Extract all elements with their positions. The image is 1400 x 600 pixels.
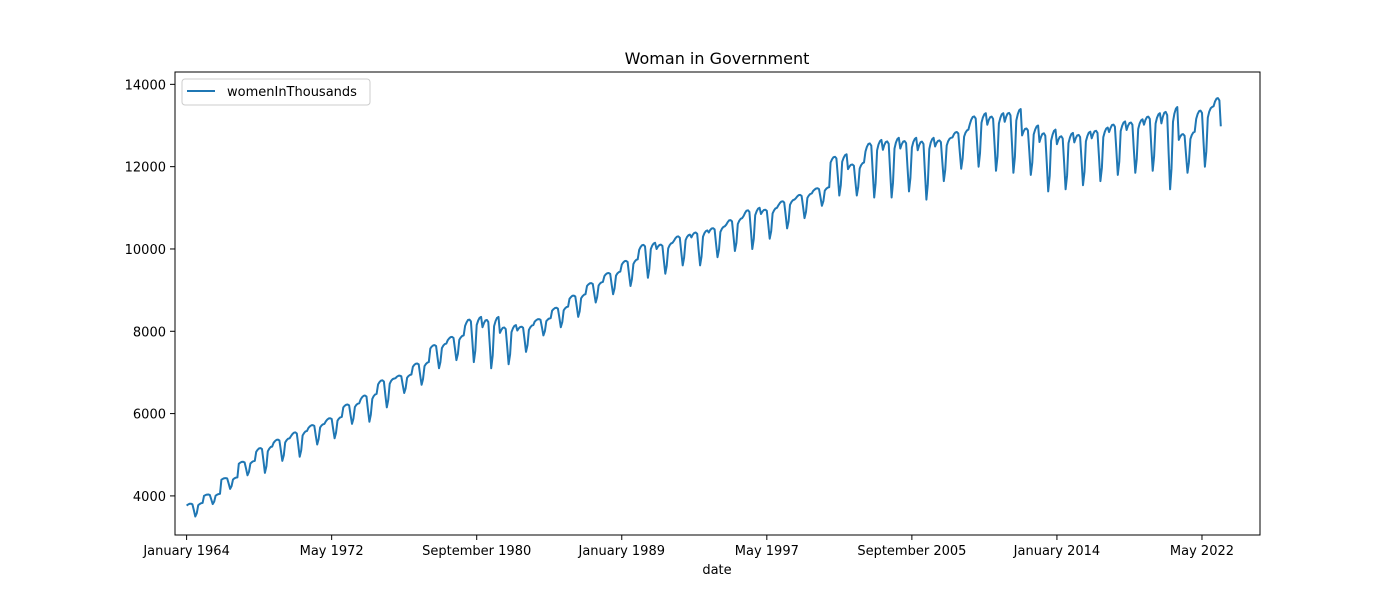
y-tick-label: 8000 bbox=[133, 325, 166, 340]
x-tick-label: May 1972 bbox=[300, 544, 364, 559]
x-tick-label: September 2005 bbox=[857, 544, 966, 559]
x-tick-label: January 2014 bbox=[1013, 544, 1101, 559]
x-tick-label: January 1964 bbox=[142, 544, 230, 559]
legend-box bbox=[181, 78, 371, 106]
x-axis: January 1964 May 1972 September 1980 Januar… bbox=[142, 535, 1234, 559]
y-tick-label: 10000 bbox=[125, 243, 166, 258]
legend[interactable]: womenInThousands bbox=[181, 78, 371, 106]
x-axis-label: date bbox=[702, 563, 731, 578]
legend-label: womenInThousands bbox=[227, 85, 357, 100]
series-line-womenInThousands bbox=[186, 97, 1222, 518]
y-tick-label: 6000 bbox=[133, 408, 166, 423]
x-tick-label: January 1989 bbox=[578, 544, 666, 559]
plot-area bbox=[186, 97, 1222, 518]
y-axis: 4000 6000 8000 10000 12000 14000 bbox=[125, 78, 175, 505]
chart-title: Woman in Government bbox=[625, 49, 810, 68]
y-tick-label: 12000 bbox=[125, 161, 166, 176]
y-tick-label: 4000 bbox=[133, 490, 166, 505]
x-tick-label: May 1997 bbox=[735, 544, 799, 559]
x-tick-label: May 2022 bbox=[1170, 544, 1234, 559]
plot-frame bbox=[174, 71, 1261, 536]
y-tick-label: 14000 bbox=[125, 78, 166, 93]
x-tick-label: September 1980 bbox=[422, 544, 531, 559]
